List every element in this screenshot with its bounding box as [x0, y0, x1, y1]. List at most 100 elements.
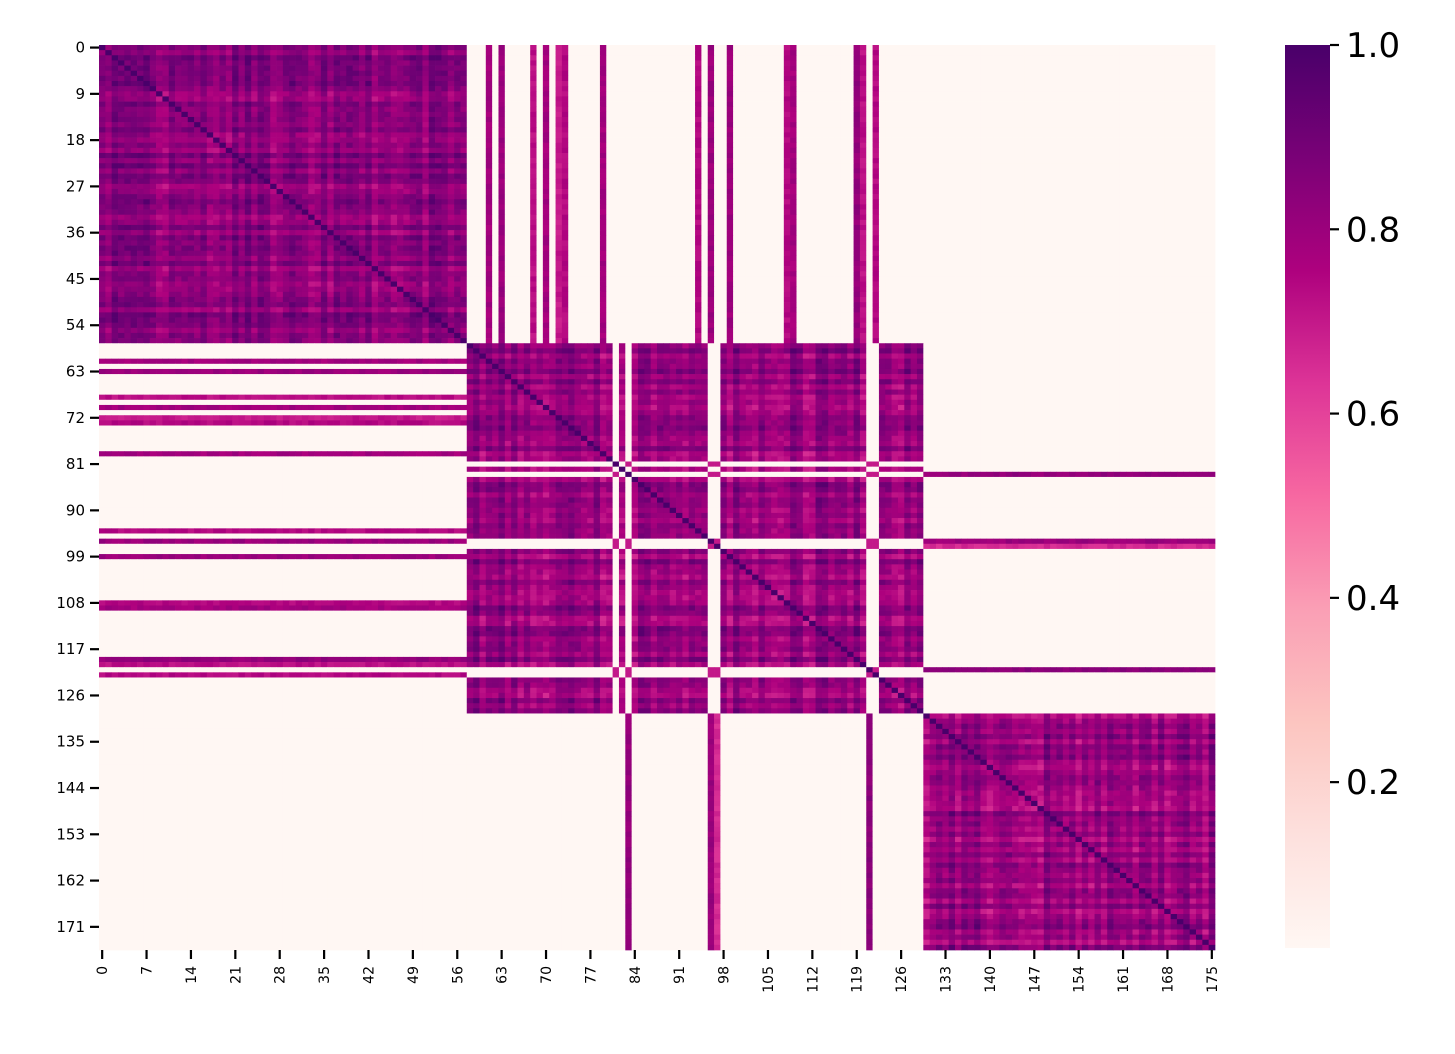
- heatmap-cell: [891, 50, 899, 56]
- heatmap-cell: [866, 91, 873, 97]
- heatmap-cell: [511, 142, 518, 149]
- heatmap-cell: [593, 173, 601, 180]
- heatmap-cell: [441, 168, 449, 174]
- heatmap-cell: [752, 163, 759, 169]
- heatmap-cell: [733, 158, 740, 164]
- heatmap-cell: [1157, 106, 1165, 113]
- heatmap-cell: [897, 116, 905, 123]
- heatmap-cell: [580, 80, 588, 87]
- heatmap-cell: [485, 183, 493, 190]
- heatmap-cell: [872, 178, 880, 185]
- heatmap-cell: [764, 183, 772, 190]
- heatmap-cell: [473, 116, 480, 123]
- heatmap-cell: [885, 45, 892, 51]
- heatmap-cell: [733, 96, 740, 102]
- heatmap-cell: [821, 60, 829, 66]
- heatmap-cell: [714, 91, 721, 97]
- heatmap-cell: [1024, 96, 1032, 102]
- heatmap-cell: [282, 60, 290, 66]
- heatmap-cell: [542, 127, 550, 133]
- heatmap-cell: [213, 106, 220, 113]
- heatmap-cell: [219, 127, 227, 133]
- heatmap-cell: [866, 132, 873, 138]
- heatmap-cell: [720, 60, 728, 66]
- heatmap-cell: [1081, 147, 1089, 154]
- heatmap-cell: [631, 132, 639, 138]
- heatmap-cell: [967, 183, 975, 190]
- heatmap-cell: [511, 152, 518, 159]
- heatmap-cell: [1151, 50, 1159, 56]
- heatmap-cell: [422, 111, 430, 118]
- heatmap-cell: [701, 75, 709, 82]
- heatmap-cell: [878, 163, 886, 169]
- heatmap-cell: [365, 91, 373, 97]
- heatmap-cell: [485, 65, 493, 72]
- heatmap-cell: [580, 173, 588, 180]
- heatmap-cell: [168, 86, 176, 92]
- heatmap-cell: [1113, 91, 1121, 97]
- heatmap-cell: [105, 111, 113, 118]
- heatmap-cell: [764, 91, 772, 97]
- heatmap-cell: [872, 60, 880, 66]
- heatmap-cell: [1126, 116, 1133, 123]
- heatmap-cell: [1012, 178, 1019, 185]
- heatmap-cell: [200, 75, 208, 82]
- heatmap-cell: [555, 137, 563, 144]
- heatmap-cell: [714, 96, 721, 102]
- heatmap-cell: [1132, 86, 1140, 92]
- heatmap-cell: [517, 106, 525, 113]
- heatmap-cell: [986, 178, 994, 185]
- heatmap-cell: [111, 188, 119, 195]
- heatmap-cell: [866, 96, 873, 102]
- heatmap-cell: [194, 142, 201, 149]
- heatmap-cell: [809, 70, 816, 77]
- heatmap-cell: [454, 116, 461, 123]
- heatmap-cell: [263, 127, 271, 133]
- heatmap-cell: [549, 137, 556, 144]
- heatmap-cell: [504, 106, 512, 113]
- heatmap-cell: [251, 70, 258, 77]
- heatmap-cell: [213, 132, 220, 138]
- heatmap-cell: [270, 70, 277, 77]
- heatmap-cell: [384, 137, 392, 144]
- heatmap-cell: [99, 116, 106, 123]
- heatmap-cell: [320, 137, 328, 144]
- heatmap-cell: [295, 91, 303, 97]
- heatmap-cell: [580, 96, 588, 102]
- heatmap-cell: [498, 111, 506, 118]
- heatmap-cell: [561, 70, 569, 77]
- heatmap-cell: [99, 80, 106, 87]
- heatmap-cell: [1126, 75, 1133, 82]
- heatmap-cell: [333, 91, 341, 97]
- heatmap-cell: [1037, 96, 1045, 102]
- heatmap-cell: [606, 80, 613, 87]
- heatmap-cell: [403, 163, 411, 169]
- heatmap-cell: [473, 86, 480, 92]
- heatmap-cell: [828, 96, 835, 102]
- heatmap-cell: [447, 188, 455, 195]
- heatmap-cell: [137, 96, 144, 102]
- heatmap-cell: [251, 152, 258, 159]
- heatmap-cell: [422, 116, 430, 123]
- heatmap-cell: [485, 147, 493, 154]
- heatmap-cell: [295, 127, 303, 133]
- heatmap-cell: [923, 50, 931, 56]
- heatmap-cell: [257, 158, 265, 164]
- heatmap-cell: [263, 106, 271, 113]
- heatmap-cell: [942, 127, 950, 133]
- heatmap-cell: [454, 178, 461, 185]
- heatmap-cell: [124, 101, 132, 108]
- heatmap-cell: [796, 152, 804, 159]
- heatmap-cell: [929, 163, 937, 169]
- heatmap-cell: [1005, 152, 1013, 159]
- heatmap-cell: [200, 173, 208, 180]
- heatmap-cell: [701, 178, 709, 185]
- heatmap-cell: [384, 101, 392, 108]
- heatmap-cell: [352, 142, 360, 149]
- heatmap-cell: [1094, 183, 1102, 190]
- heatmap-cell: [523, 91, 531, 97]
- heatmap-cell: [866, 178, 873, 185]
- heatmap-cell: [162, 86, 170, 92]
- heatmap-cell: [308, 50, 315, 56]
- heatmap-cell: [1113, 101, 1121, 108]
